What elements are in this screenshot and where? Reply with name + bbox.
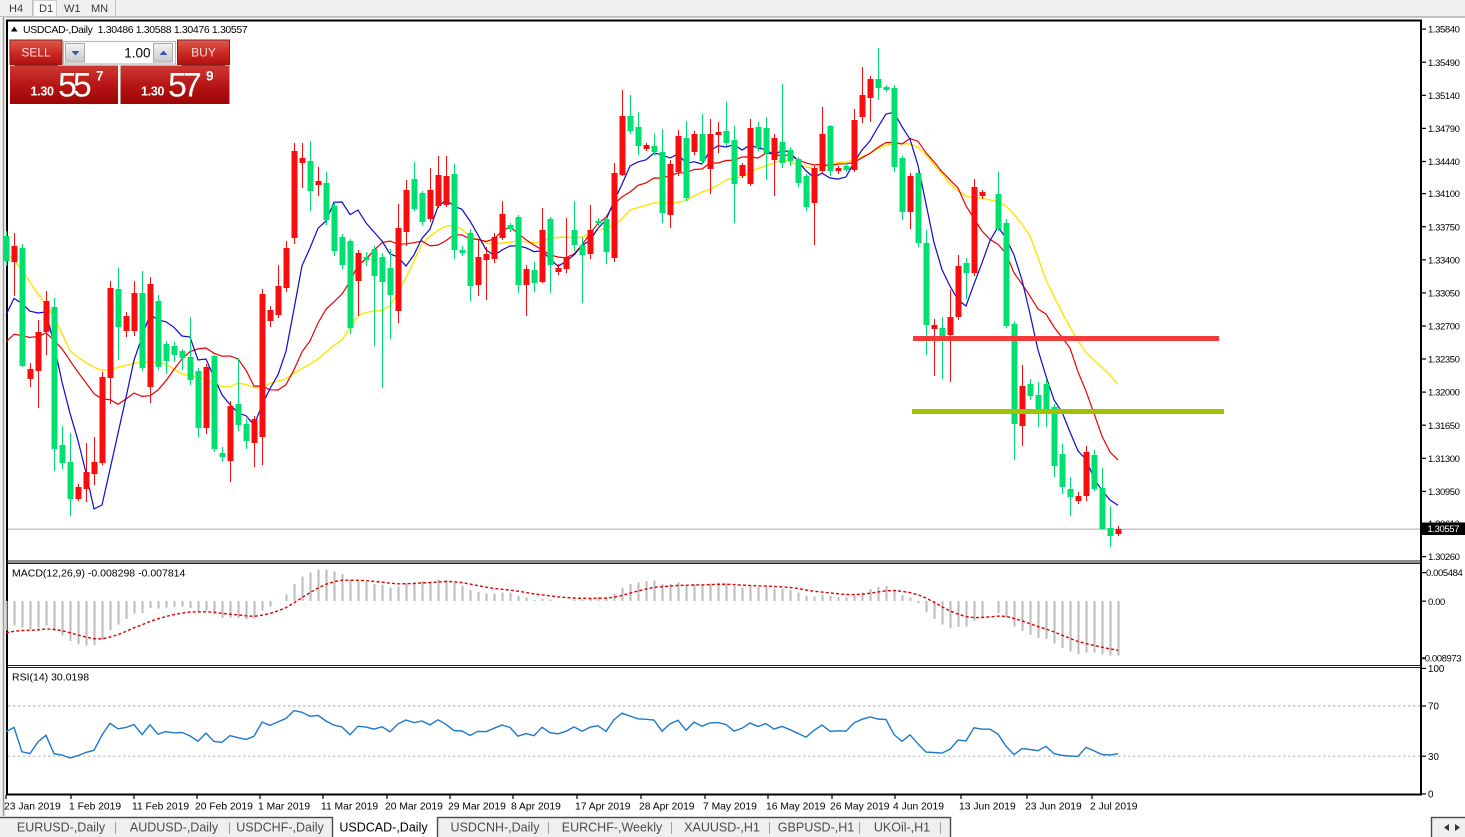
svg-text:MN: MN [91,3,108,15]
svg-text:28 Apr 2019: 28 Apr 2019 [639,802,695,813]
svg-text:55: 55 [58,67,91,105]
svg-text:RSI(14) 30.0198: RSI(14) 30.0198 [12,672,89,684]
svg-text:11 Mar 2019: 11 Mar 2019 [321,802,378,813]
svg-text:1 Feb 2019: 1 Feb 2019 [69,802,121,813]
svg-text:26 May 2019: 26 May 2019 [830,802,890,813]
svg-text:D1: D1 [39,3,53,15]
svg-text:100: 100 [1428,664,1445,675]
svg-text:1.31300: 1.31300 [1428,454,1460,465]
svg-text:30: 30 [1428,752,1439,763]
svg-text:AUDUSD-,Daily: AUDUSD-,Daily [130,821,219,835]
svg-text:16 May 2019: 16 May 2019 [766,802,826,813]
svg-text:1.30: 1.30 [31,85,54,99]
svg-text:USDCHF-,Daily: USDCHF-,Daily [236,821,324,835]
svg-text:1.35140: 1.35140 [1428,91,1460,102]
svg-text:0.005484: 0.005484 [1426,568,1463,579]
svg-text:MACD(12,26,9) -0.008298 -0.007: MACD(12,26,9) -0.008298 -0.007814 [12,568,186,580]
svg-text:EURCHF-,Weekly: EURCHF-,Weekly [562,821,663,835]
svg-text:USDCAD-,Daily 1.30486 1.30588: USDCAD-,Daily 1.30486 1.30588 1.30476 1.… [23,24,248,36]
svg-text:BUY: BUY [191,46,216,60]
svg-text:1.34790: 1.34790 [1428,124,1460,135]
svg-text:2 Jul 2019: 2 Jul 2019 [1090,802,1138,813]
svg-text:EURUSD-,Daily: EURUSD-,Daily [17,821,106,835]
svg-text:1.00: 1.00 [124,46,150,61]
svg-text:1.35840: 1.35840 [1428,25,1460,36]
svg-text:1.30950: 1.30950 [1428,487,1460,498]
svg-text:H4: H4 [9,3,23,15]
svg-text:1.30260: 1.30260 [1428,552,1460,563]
svg-text:9: 9 [206,69,214,84]
svg-text:13 Jun 2019: 13 Jun 2019 [959,802,1016,813]
svg-text:1.32700: 1.32700 [1428,322,1460,333]
svg-text:8 Apr 2019: 8 Apr 2019 [511,802,561,813]
svg-text:1.32000: 1.32000 [1428,388,1460,399]
svg-text:1.30: 1.30 [141,85,164,99]
svg-text:1.33400: 1.33400 [1428,255,1460,266]
svg-text:UKOil-,H1: UKOil-,H1 [874,821,930,835]
svg-text:20 Mar 2019: 20 Mar 2019 [385,802,443,813]
svg-text:XAUUSD-,H1: XAUUSD-,H1 [684,821,760,835]
svg-text:1.31650: 1.31650 [1428,421,1460,432]
svg-text:0: 0 [1428,790,1434,801]
svg-text:20 Feb 2019: 20 Feb 2019 [195,802,253,813]
svg-text:USDCAD-,Daily: USDCAD-,Daily [339,821,428,835]
svg-text:0.00: 0.00 [1428,597,1445,608]
svg-text:70: 70 [1428,702,1439,713]
svg-text:4 Jun 2019: 4 Jun 2019 [893,802,944,813]
svg-text:7: 7 [96,69,104,84]
svg-text:1.34100: 1.34100 [1428,189,1460,200]
svg-text:57: 57 [168,67,201,105]
svg-text:1.34440: 1.34440 [1428,157,1460,168]
svg-text:1.33050: 1.33050 [1428,289,1460,300]
svg-text:W1: W1 [64,3,81,15]
svg-text:23 Jan 2019: 23 Jan 2019 [4,802,61,813]
svg-text:GBPUSD-,H1: GBPUSD-,H1 [778,821,854,835]
svg-text:23 Jun 2019: 23 Jun 2019 [1025,802,1082,813]
svg-text:7 May 2019: 7 May 2019 [703,802,757,813]
svg-text:11 Feb 2019: 11 Feb 2019 [132,802,189,813]
svg-text:1 Mar 2019: 1 Mar 2019 [258,802,310,813]
svg-text:1.30557: 1.30557 [1428,524,1460,535]
svg-text:29 Mar 2019: 29 Mar 2019 [448,802,506,813]
svg-text:17 Apr 2019: 17 Apr 2019 [575,802,631,813]
svg-text:SELL: SELL [21,46,51,60]
svg-text:USDCNH-,Daily: USDCNH-,Daily [451,821,541,835]
svg-text:1.33750: 1.33750 [1428,222,1460,233]
svg-text:1.32350: 1.32350 [1428,355,1460,366]
svg-text:-0.008973: -0.008973 [1422,654,1461,665]
svg-text:1.35490: 1.35490 [1428,58,1460,69]
